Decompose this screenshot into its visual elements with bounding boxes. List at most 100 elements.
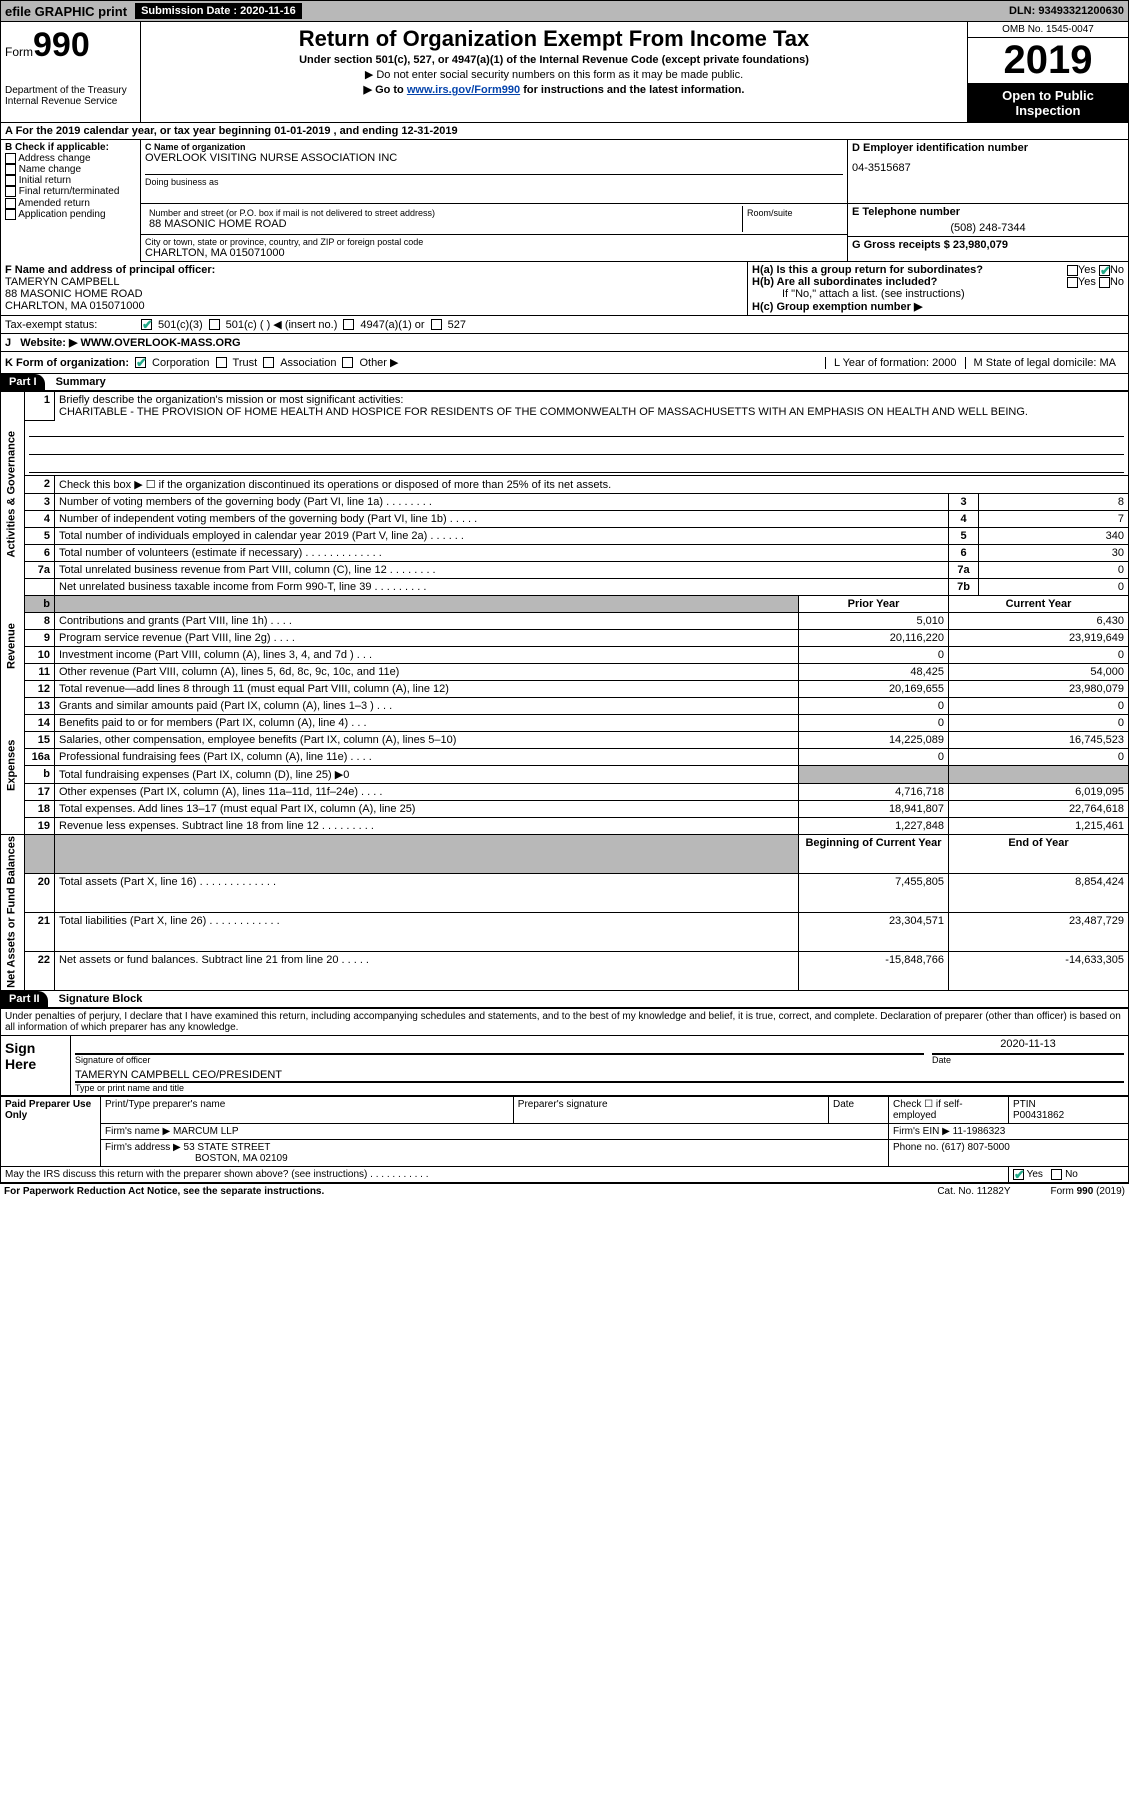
row-k: K Form of organization: Corporation Trus… (0, 352, 1129, 374)
dept-treasury: Department of the Treasury Internal Reve… (5, 85, 136, 107)
paid-ptin-lbl: PTIN (1013, 1099, 1036, 1110)
c-addr-block: Number and street (or P.O. box if mail i… (141, 204, 848, 261)
part1-title: Summary (48, 374, 114, 390)
f-lbl: F Name and address of principal officer: (5, 264, 743, 276)
irs-link[interactable]: www.irs.gov/Form990 (407, 84, 520, 96)
phone-lbl: Phone no. (893, 1142, 939, 1153)
row-i-tax: Tax-exempt status: 501(c)(3) 501(c) ( ) … (0, 316, 1129, 334)
paid-sig: Preparer's signature (513, 1097, 828, 1124)
hb-no[interactable] (1099, 277, 1110, 288)
b-initial[interactable]: Initial return (5, 175, 136, 186)
tax-4947-check[interactable] (343, 319, 354, 330)
vert-revenue: Revenue (1, 595, 25, 697)
firm-ein-lbl: Firm's EIN ▶ (893, 1126, 950, 1137)
line-19: 19Revenue less expenses. Subtract line 1… (1, 817, 1129, 834)
hb-yes[interactable] (1067, 277, 1078, 288)
paid-ptin: P00431862 (1013, 1110, 1064, 1121)
paid-preparer-table: Paid Preparer Use Only Print/Type prepar… (0, 1096, 1129, 1183)
col-eg: E Telephone number (508) 248-7344 G Gros… (848, 204, 1128, 261)
c-city-lbl: City or town, state or province, country… (145, 237, 843, 247)
k-other: Other ▶ (359, 356, 398, 369)
firm-name: MARCUM LLP (173, 1126, 239, 1137)
period-row: A For the 2019 calendar year, or tax yea… (0, 123, 1129, 140)
k-assoc-check[interactable] (263, 357, 274, 368)
sig-date-val: 2020-11-13 (932, 1038, 1124, 1054)
b-addr-change[interactable]: Address change (5, 153, 136, 164)
line-10: 10Investment income (Part VIII, column (… (1, 646, 1129, 663)
e-val: (508) 248-7344 (852, 222, 1124, 234)
b-amended[interactable]: Amended return (5, 198, 136, 209)
vert-activities: Activities & Governance (1, 392, 25, 596)
k-assoc: Association (280, 357, 336, 369)
k-trust-check[interactable] (216, 357, 227, 368)
row-j-web: J Website: ▶ WWW.OVERLOOK-MASS.ORG (0, 334, 1129, 352)
tax-527-check[interactable] (431, 319, 442, 330)
j-lbl: J (5, 337, 11, 349)
hb-note: If "No," attach a list. (see instruction… (752, 288, 1124, 300)
tax-501c-check[interactable] (209, 319, 220, 330)
form-header: Form 990 Department of the Treasury Inte… (0, 22, 1129, 123)
ha-yes[interactable] (1067, 265, 1078, 276)
header-right: OMB No. 1545-0047 2019 Open to Public In… (968, 22, 1128, 122)
b-app-pending[interactable]: Application pending (5, 209, 136, 220)
k-trust: Trust (233, 357, 258, 369)
f-addr2: CHARLTON, MA 015071000 (5, 300, 743, 312)
header-middle: Return of Organization Exempt From Incom… (141, 22, 968, 122)
signature-block: Under penalties of perjury, I declare th… (0, 1008, 1129, 1096)
line-5: 5Total number of individuals employed in… (1, 527, 1129, 544)
line1-val: CHARITABLE - THE PROVISION OF HOME HEALT… (59, 406, 1028, 418)
b-name-change[interactable]: Name change (5, 164, 136, 175)
section-bcdeg: B Check if applicable: Address change Na… (0, 140, 1129, 262)
d-lbl: D Employer identification number (852, 142, 1124, 154)
line-22: 22Net assets or fund balances. Subtract … (1, 952, 1129, 991)
f-addr1: 88 MASONIC HOME ROAD (5, 288, 743, 300)
line-15: 15Salaries, other compensation, employee… (1, 731, 1129, 748)
k-other-check[interactable] (342, 357, 353, 368)
col-f: F Name and address of principal officer:… (1, 262, 748, 315)
footer: For Paperwork Reduction Act Notice, see … (0, 1183, 1129, 1199)
discuss-yes[interactable] (1013, 1169, 1024, 1180)
open-public: Open to Public Inspection (968, 84, 1128, 122)
sig-declaration: Under penalties of perjury, I declare th… (1, 1009, 1128, 1035)
net-beg-hdr: Beginning of Current Year (799, 834, 949, 873)
submission-date: Submission Date : 2020-11-16 (135, 3, 302, 19)
tax-lbl: Tax-exempt status: (5, 319, 135, 331)
c-name-block: C Name of organization OVERLOOK VISITING… (141, 140, 848, 203)
row-fh: F Name and address of principal officer:… (0, 262, 1129, 316)
ha-no[interactable] (1099, 265, 1110, 276)
line-16a: 16aProfessional fundraising fees (Part I… (1, 748, 1129, 765)
line-6: 6Total number of volunteers (estimate if… (1, 544, 1129, 561)
b-final[interactable]: Final return/terminated (5, 186, 136, 197)
tax-501c: 501(c) ( ) ◀ (insert no.) (226, 318, 338, 331)
cur-year-hdr: Current Year (949, 595, 1129, 612)
vert-netassets: Net Assets or Fund Balances (1, 834, 25, 991)
efile-label: efile GRAPHIC print (5, 4, 127, 19)
tax-501c3-check[interactable] (141, 319, 152, 330)
line1-num: 1 (25, 392, 55, 421)
phone: (617) 807-5000 (941, 1142, 1009, 1153)
sig-officer-lbl: Signature of officer (75, 1054, 924, 1065)
sig-date-lbl: Date (932, 1054, 1124, 1065)
line-12: 12Total revenue—add lines 8 through 11 (… (1, 680, 1129, 697)
tax-501c3: 501(c)(3) (158, 319, 203, 331)
form-title: Return of Organization Exempt From Incom… (145, 26, 963, 52)
goto-pre: ▶ Go to (364, 84, 407, 96)
line2-text: Check this box ▶ ☐ if the organization d… (55, 475, 1129, 493)
goto-line: ▶ Go to www.irs.gov/Form990 for instruct… (145, 83, 963, 96)
d-val: 04-3515687 (852, 162, 1124, 174)
line-3: 3Number of voting members of the governi… (1, 493, 1129, 510)
discuss-no[interactable] (1051, 1169, 1062, 1180)
line-8: 8Contributions and grants (Part VIII, li… (1, 612, 1129, 629)
footer-right: Form 990 (2019) (1051, 1186, 1125, 1197)
prior-year-hdr: Prior Year (799, 595, 949, 612)
j-text: Website: ▶ WWW.OVERLOOK-MASS.ORG (20, 337, 240, 349)
sig-type-lbl: Type or print name and title (75, 1082, 1124, 1093)
hb-lbl: H(b) Are all subordinates included? (752, 276, 937, 288)
e-lbl: E Telephone number (852, 206, 1124, 218)
omb-number: OMB No. 1545-0047 (968, 22, 1128, 38)
firm-name-lbl: Firm's name ▶ (105, 1126, 170, 1137)
paid-print-name: Print/Type preparer's name (101, 1097, 514, 1124)
footer-mid: Cat. No. 11282Y (937, 1186, 1010, 1197)
k-corp-check[interactable] (135, 357, 146, 368)
c-num-val: 88 MASONIC HOME ROAD (149, 218, 738, 230)
